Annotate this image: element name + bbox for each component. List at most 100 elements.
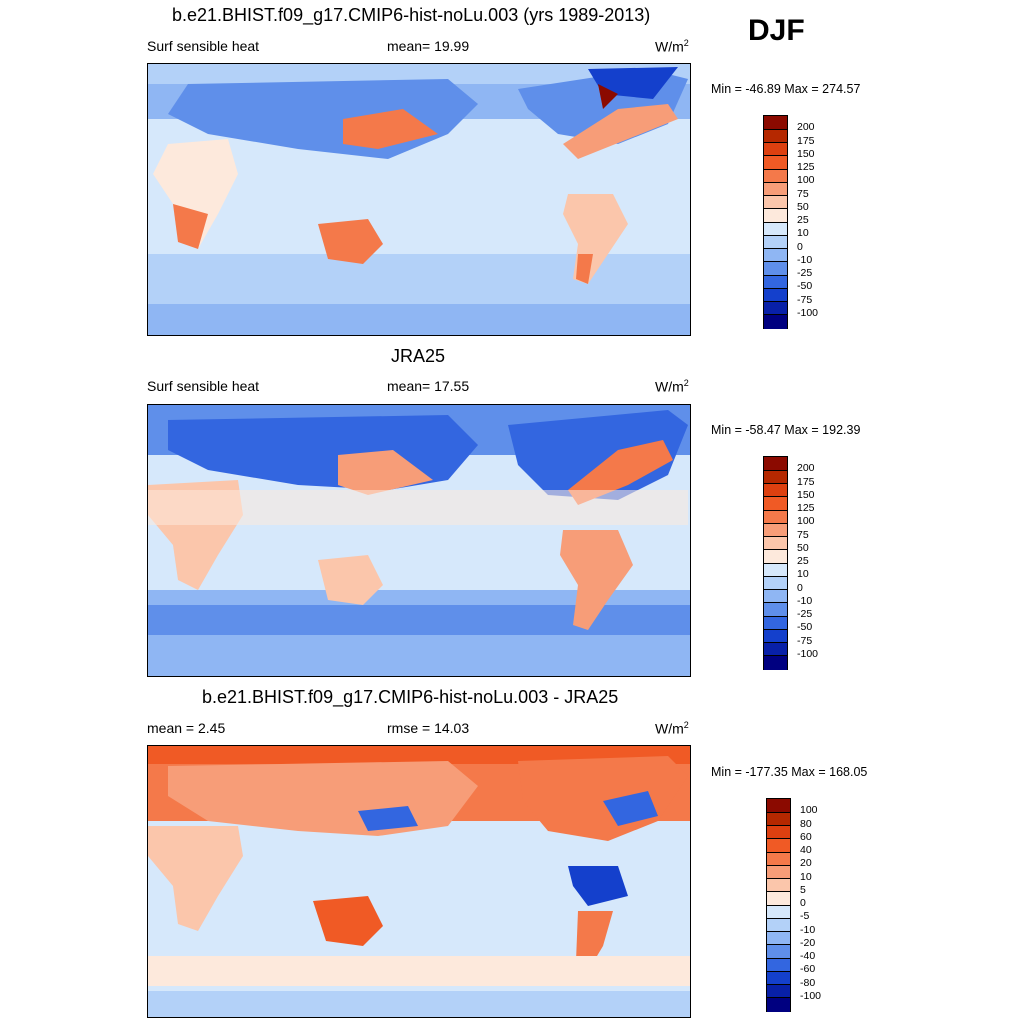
colorbar-tick-label: 0 [797, 240, 803, 253]
colorbar-swatch [764, 116, 787, 130]
panel-3-map [147, 745, 691, 1018]
colorbar-swatch [764, 142, 787, 157]
colorbar-divider [767, 957, 790, 959]
colorbar-swatch [764, 536, 787, 551]
colorbar-divider [764, 314, 787, 316]
units-exp: 2 [683, 720, 689, 730]
colorbar-swatch [764, 629, 787, 643]
panel-2-mean-label: mean= 17.55 [387, 378, 470, 394]
colorbar-divider [764, 274, 787, 276]
colorbar-divider [764, 128, 787, 130]
colorbar-divider [764, 248, 787, 249]
colorbar-divider [767, 904, 790, 906]
colorbar-tick-label: 50 [797, 200, 809, 213]
colorbar-tick-label: 0 [800, 897, 806, 909]
colorbar-tick-label: 125 [797, 161, 815, 173]
colorbar-swatch [767, 905, 790, 919]
africa [153, 139, 238, 249]
colorbar-divider [767, 891, 790, 893]
colorbar-divider [767, 811, 790, 813]
colorbar-swatch [767, 852, 790, 866]
colorbar-divider [764, 301, 787, 302]
colorbar-swatch [764, 602, 787, 617]
colorbar-divider [764, 509, 787, 511]
colorbar-divider [764, 496, 787, 498]
colorbar-tick-label: 5 [800, 883, 806, 896]
units-base: W/m [655, 378, 684, 395]
panel-1-units: W/m2 [655, 38, 689, 55]
colorbar-swatch [767, 944, 790, 959]
colorbar-tick-label: -25 [797, 267, 813, 279]
colorbar-swatch [764, 563, 787, 577]
eurasia-diff [168, 761, 478, 836]
colorbar-tick-label: 200 [797, 121, 815, 134]
season-label: DJF [748, 14, 805, 47]
panel-2-colorbar [763, 456, 788, 670]
amazon-cool [568, 866, 628, 906]
colorbar-divider [767, 838, 790, 840]
colorbar-divider [767, 825, 790, 826]
colorbar-swatch [764, 235, 787, 249]
panel-2-units: W/m2 [655, 378, 689, 395]
colorbar-divider [764, 234, 787, 236]
colorbar-swatch [764, 222, 787, 236]
colorbar-tick-label: 150 [797, 147, 815, 160]
colorbar-divider [764, 155, 787, 157]
colorbar-divider [764, 483, 787, 484]
colorbar-swatch [764, 642, 787, 657]
colorbar-tick-label: -10 [800, 923, 816, 936]
colorbar-tick-label: -5 [800, 910, 810, 923]
panel-1-colorbar [763, 115, 788, 329]
colorbar-divider [767, 931, 790, 932]
colorbar-tick-label: -75 [797, 634, 813, 647]
panel-1-map [147, 63, 691, 336]
colorbar-swatch [764, 483, 787, 498]
colorbar-tick-label: 25 [797, 555, 809, 567]
units-exp: 2 [683, 378, 689, 388]
colorbar-swatch [767, 931, 790, 946]
colorbar-tick-label: 50 [797, 541, 809, 554]
colorbar-tick-label: 40 [800, 844, 812, 856]
panel-3-minmax: Min = -177.35 Max = 168.05 [711, 765, 868, 779]
colorbar-tick-label: -100 [797, 306, 819, 319]
arctic-band [148, 64, 690, 84]
labrador-max [598, 84, 618, 109]
colorbar-swatch [764, 248, 787, 263]
antarctic-band [148, 304, 690, 335]
kuroshio-cool [358, 806, 418, 831]
colorbar-tick-label: 100 [797, 515, 815, 528]
eurasia-cold [168, 415, 478, 490]
colorbar-swatch [767, 825, 790, 840]
colorbar-swatch [764, 496, 787, 511]
namerica-cold [508, 410, 688, 500]
kuroshio [338, 450, 433, 495]
colorbar-swatch [764, 510, 787, 524]
colorbar-swatch [764, 129, 787, 143]
colorbar-divider [767, 944, 790, 946]
colorbar-tick-label: -50 [797, 280, 813, 293]
panel-1-minmax: Min = -46.89 Max = 274.57 [711, 82, 861, 96]
units-base: W/m [655, 38, 684, 55]
southern-band [148, 956, 690, 986]
colorbar-tick-label: 100 [800, 804, 818, 817]
panel-1-mean-label: mean= 19.99 [387, 38, 470, 54]
colorbar-tick-label: 10 [797, 568, 809, 581]
colorbar-swatch [767, 997, 790, 1012]
colorbar-divider [764, 522, 787, 524]
panel-2-variable-label: Surf sensible heat [147, 378, 260, 394]
colorbar-tick-label: 0 [797, 581, 803, 594]
colorbar-tick-label: -10 [797, 594, 813, 607]
kuroshio [343, 109, 438, 149]
colorbar-tick-label: 75 [797, 528, 809, 541]
panel-1-title: b.e21.BHIST.f09_g17.CMIP6-hist-noLu.003 … [172, 5, 651, 25]
australia-diff [313, 896, 383, 946]
colorbar-tick-label: 175 [797, 475, 815, 488]
colorbar-divider [764, 642, 787, 643]
panel-3-units: W/m2 [655, 720, 689, 737]
colorbar-divider [764, 195, 787, 196]
colorbar-swatch [767, 799, 790, 813]
units-exp: 2 [683, 38, 689, 48]
colorbar-tick-label: 80 [800, 817, 812, 830]
australia [318, 219, 383, 264]
colorbar-swatch [764, 275, 787, 289]
